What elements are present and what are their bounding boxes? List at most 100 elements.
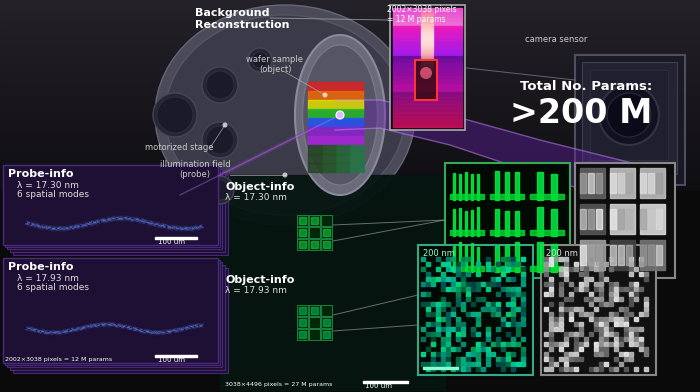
Bar — [421, 48, 433, 49]
Bar — [426, 362, 430, 366]
Bar — [0, 163, 700, 164]
Bar — [321, 239, 332, 250]
Bar — [393, 101, 462, 102]
Bar — [609, 257, 613, 261]
Bar — [299, 241, 306, 248]
Bar — [0, 72, 700, 73]
Bar — [584, 277, 588, 281]
Bar — [481, 367, 485, 371]
Bar — [393, 109, 462, 110]
Bar — [421, 327, 425, 331]
Bar — [476, 332, 480, 336]
Bar — [511, 317, 515, 321]
Bar — [321, 227, 332, 238]
Bar — [619, 322, 623, 326]
Bar — [614, 287, 618, 291]
Bar — [471, 332, 475, 336]
Text: 100 um: 100 um — [365, 383, 392, 389]
Bar — [461, 332, 465, 336]
Bar — [644, 272, 648, 276]
Bar — [614, 367, 618, 371]
Bar — [421, 57, 433, 58]
Bar — [614, 317, 618, 321]
Bar — [421, 31, 433, 32]
Bar — [393, 115, 462, 116]
Bar — [639, 342, 643, 346]
Bar — [594, 317, 598, 321]
Bar — [629, 257, 633, 261]
Bar — [0, 73, 700, 74]
Bar — [0, 118, 700, 119]
Bar — [569, 297, 573, 301]
Bar — [634, 342, 638, 346]
Bar — [626, 245, 632, 265]
Bar — [589, 257, 593, 261]
Bar — [3, 258, 218, 363]
Bar — [466, 272, 470, 276]
Bar — [604, 327, 608, 331]
Bar — [604, 347, 608, 351]
Bar — [584, 282, 588, 286]
Bar — [309, 239, 320, 250]
Bar — [393, 80, 462, 81]
Bar — [476, 362, 480, 366]
Bar — [456, 337, 460, 341]
Bar — [0, 119, 700, 120]
Bar — [446, 277, 450, 281]
Bar — [0, 127, 700, 128]
Bar — [0, 187, 700, 188]
Bar — [0, 150, 700, 151]
Bar — [594, 352, 598, 356]
Bar — [501, 257, 505, 261]
Bar — [446, 287, 450, 291]
Bar — [599, 292, 603, 296]
Bar — [0, 67, 700, 69]
Bar — [496, 357, 500, 361]
Polygon shape — [335, 100, 640, 210]
Bar — [446, 362, 450, 366]
Bar — [0, 169, 700, 170]
Bar — [0, 1, 700, 2]
Bar — [321, 305, 332, 316]
Bar — [0, 177, 700, 178]
Bar — [656, 245, 662, 265]
Bar — [0, 18, 700, 19]
Bar — [629, 312, 633, 316]
Text: 6 spatial modes: 6 spatial modes — [17, 283, 89, 292]
Bar — [0, 20, 700, 21]
Bar — [421, 34, 433, 35]
Bar — [421, 58, 433, 59]
Bar — [634, 287, 638, 291]
Bar — [0, 29, 700, 31]
Bar — [0, 19, 700, 20]
Bar — [421, 71, 433, 72]
Bar — [544, 367, 548, 371]
Bar — [446, 257, 450, 261]
Bar — [590, 70, 668, 160]
Bar — [574, 367, 578, 371]
Bar — [486, 327, 490, 331]
Bar — [644, 347, 648, 351]
Bar — [436, 257, 440, 261]
Bar — [491, 342, 495, 346]
Bar — [393, 111, 462, 112]
Bar — [574, 337, 578, 341]
Bar — [393, 82, 462, 83]
Bar — [0, 91, 700, 92]
Bar — [549, 322, 553, 326]
Bar — [393, 96, 462, 97]
Bar — [393, 69, 462, 70]
Circle shape — [420, 67, 432, 79]
Bar — [0, 40, 700, 41]
Bar — [421, 66, 433, 67]
Bar — [584, 342, 588, 346]
Bar — [471, 174, 473, 200]
Bar — [0, 180, 700, 181]
Bar — [619, 317, 623, 321]
Bar — [559, 342, 563, 346]
Bar — [471, 243, 473, 272]
Bar — [421, 28, 433, 29]
Bar — [393, 89, 462, 90]
Bar — [0, 22, 700, 23]
Bar — [441, 317, 445, 321]
